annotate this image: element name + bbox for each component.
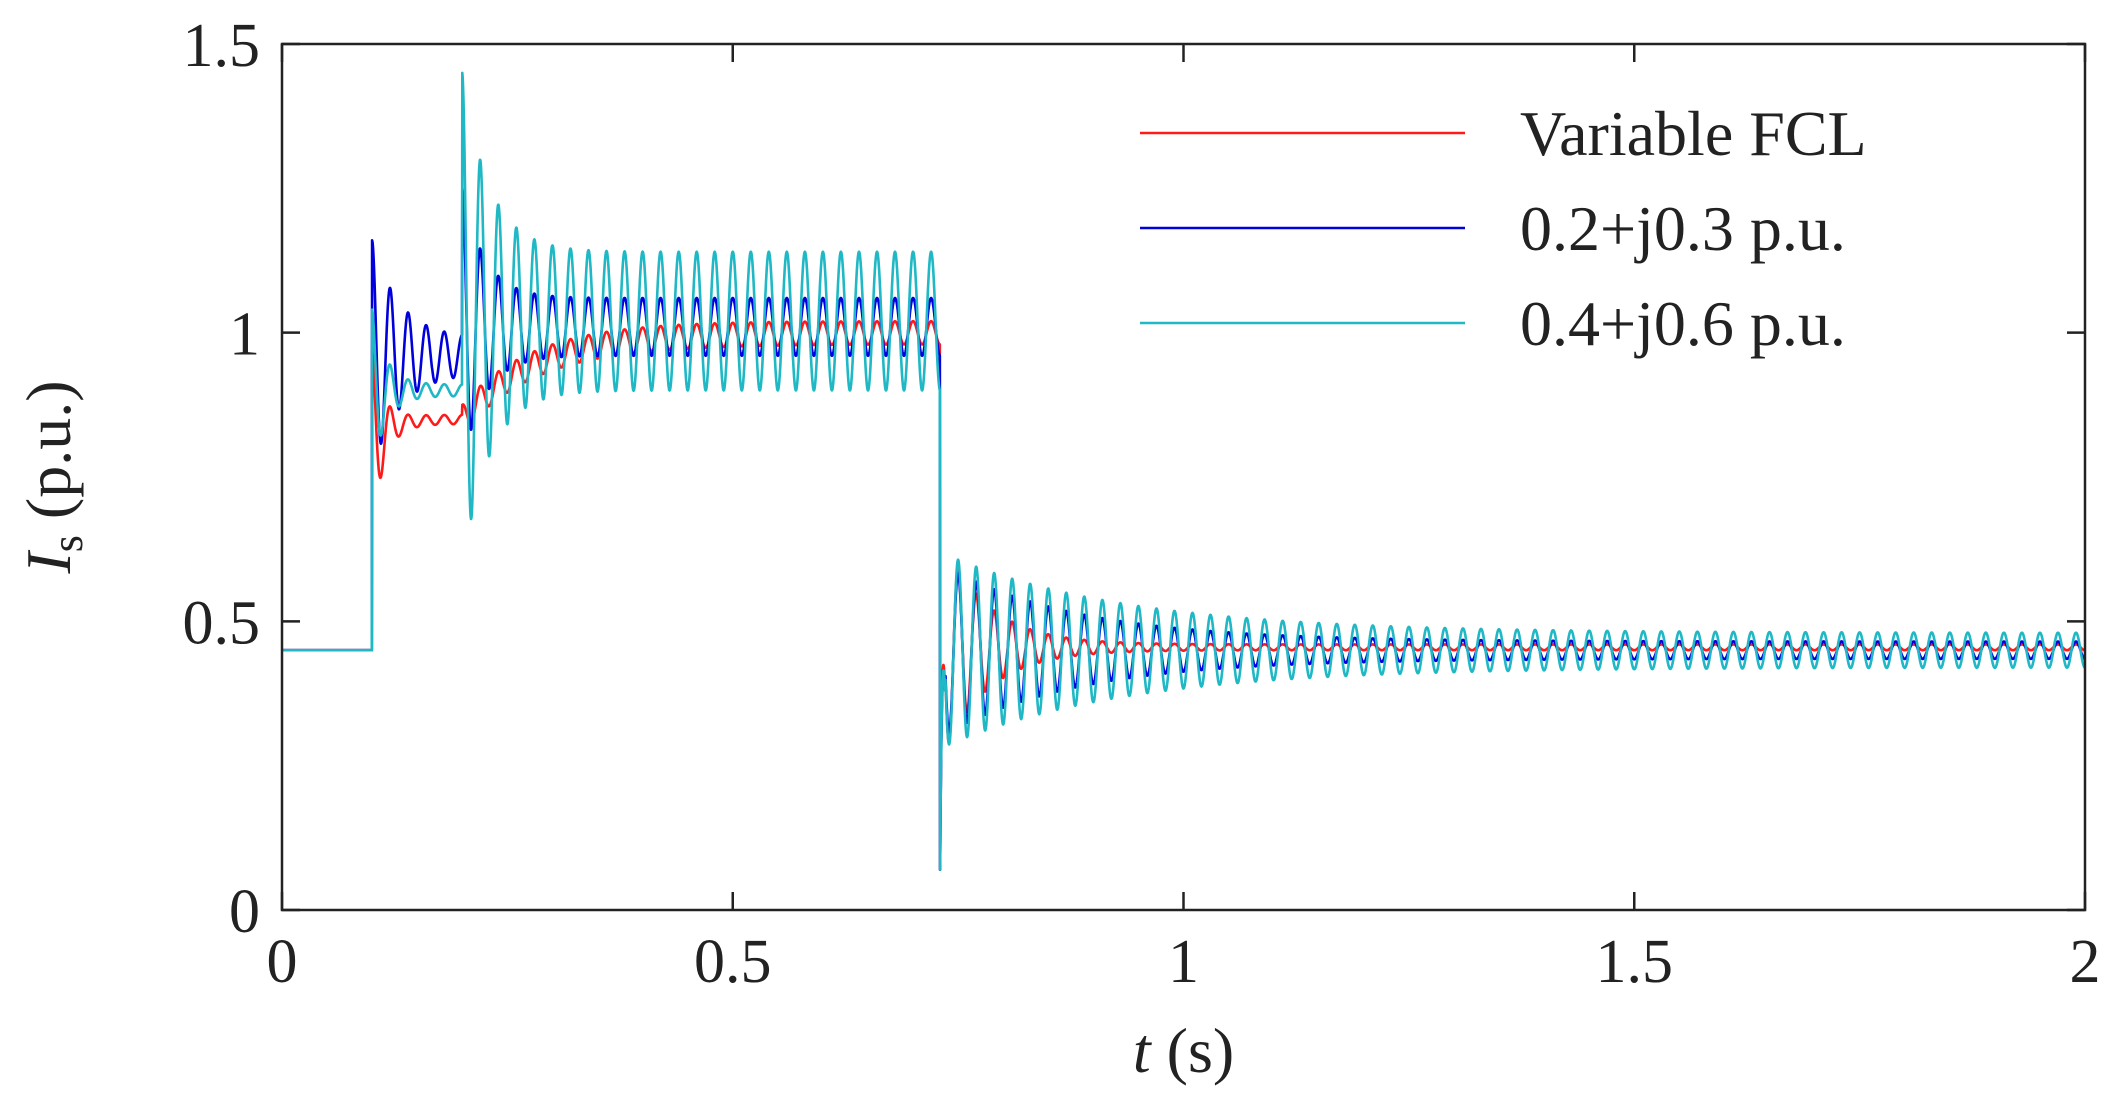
- legend: Variable FCL 0.2+j0.3 p.u. 0.4+j0.6 p.u.: [1140, 98, 1867, 359]
- legend-label: Variable FCL: [1520, 98, 1867, 169]
- x-tick-label: 0.5: [694, 928, 772, 996]
- y-tick-label: 0.5: [183, 589, 261, 657]
- series-line-1: [281, 319, 2086, 871]
- x-axis-label: t (s): [1133, 1015, 1234, 1086]
- legend-label: 0.4+j0.6 p.u.: [1520, 288, 1846, 359]
- series-line-3: [281, 71, 2086, 871]
- x-tick-label: 0: [267, 928, 298, 996]
- y-tick-label: 1.5: [183, 12, 261, 80]
- y-tick-label: 0: [229, 878, 260, 946]
- plot-frame: [280, 42, 2087, 912]
- ticks-layer: 0 0.5 1 1.5 2 0 0.5 1 1.5: [183, 12, 2101, 996]
- x-tick-label: 1: [1168, 928, 1199, 996]
- y-axis-label: Is (p.u.): [13, 380, 92, 574]
- x-tick-label: 1.5: [1596, 928, 1674, 996]
- y-tick-label: 1: [229, 301, 260, 369]
- x-tick-label: 2: [2070, 928, 2101, 996]
- legend-label: 0.2+j0.3 p.u.: [1520, 193, 1846, 264]
- series-layer: [281, 71, 2086, 871]
